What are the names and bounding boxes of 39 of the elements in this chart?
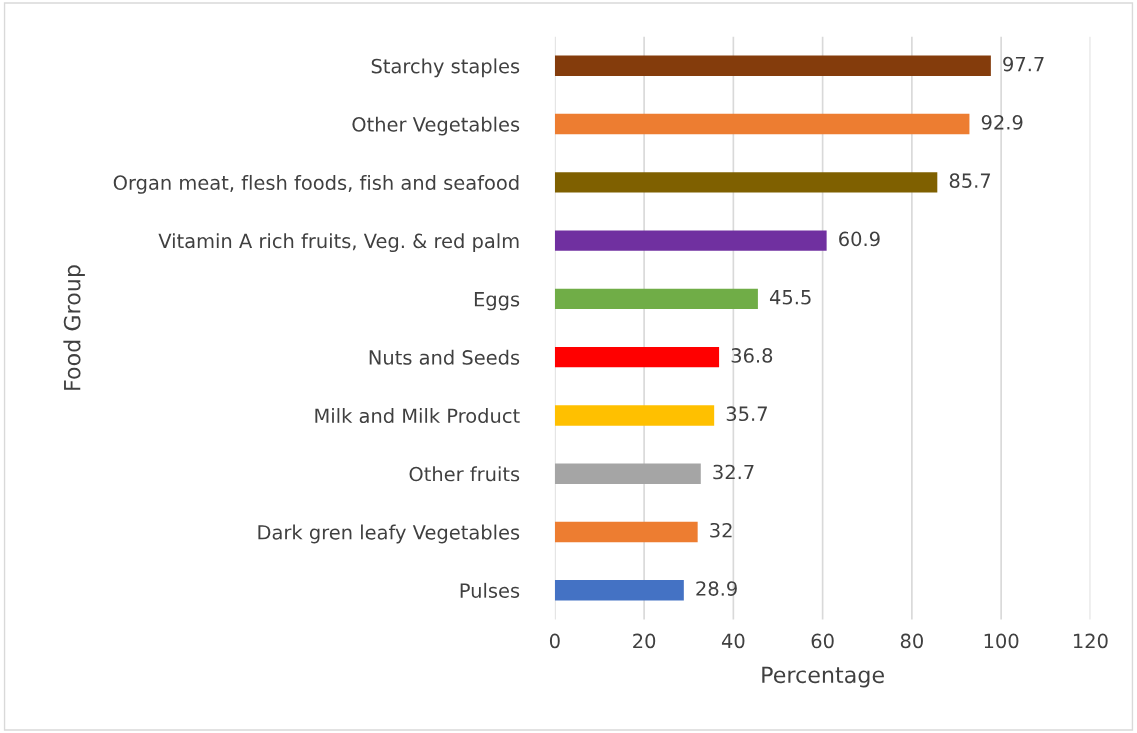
- data-label: 36.8: [731, 348, 773, 363]
- bar: [554, 55, 991, 76]
- y-tick-label: Organ meat, flesh foods, fish and seafood: [113, 174, 519, 194]
- x-tick-label: 60: [811, 633, 834, 649]
- data-label: 60.9: [839, 231, 880, 247]
- y-tick-label: Milk and Milk Product: [315, 408, 520, 424]
- y-tick-label: Nuts and Seeds: [369, 349, 520, 365]
- y-tick-label: Starchy staples: [371, 58, 520, 78]
- bar: [554, 172, 938, 193]
- bar: [554, 346, 720, 368]
- x-tick-label: 120: [1073, 633, 1108, 649]
- x-tick-label: 20: [633, 633, 656, 649]
- data-label: 35.7: [726, 406, 767, 422]
- bar: [554, 521, 698, 543]
- bar: [554, 463, 701, 484]
- bar: [554, 288, 758, 310]
- bar: [554, 113, 970, 135]
- x-axis-title: Percentage: [762, 666, 884, 688]
- y-tick-label: Other Vegetables: [352, 116, 520, 136]
- y-tick-label: Vitamin A rich fruits, Veg. & red palm: [158, 233, 519, 253]
- data-label: 32.7: [713, 464, 754, 480]
- bar: [554, 405, 715, 426]
- data-label: 97.7: [1003, 56, 1044, 72]
- data-label: 32: [710, 522, 732, 538]
- data-label: 92.9: [981, 114, 1023, 130]
- y-tick-label: Other fruits: [409, 466, 520, 482]
- x-tick-label: 0: [549, 633, 560, 649]
- y-tick-label: Eggs: [474, 292, 520, 311]
- x-tick-label: 80: [900, 633, 923, 649]
- y-axis-title: Food Group: [63, 265, 85, 390]
- x-tick-label: 100: [984, 633, 1019, 649]
- y-tick-label: Dark gren leafy Vegetables: [258, 524, 520, 544]
- y-tick-label: Pulses: [460, 582, 520, 598]
- bar: [554, 230, 827, 251]
- x-tick-label: 40: [721, 633, 745, 649]
- bar: [554, 580, 684, 601]
- data-label: 45.5: [769, 290, 811, 305]
- data-label: 85.7: [949, 173, 991, 188]
- data-label: 28.9: [696, 581, 737, 596]
